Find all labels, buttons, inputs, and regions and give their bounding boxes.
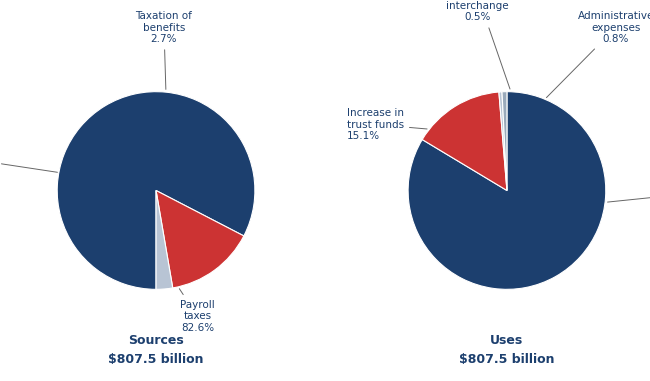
Text: Administrative
expenses
0.8%: Administrative expenses 0.8%: [547, 11, 650, 98]
Wedge shape: [156, 190, 173, 289]
Wedge shape: [422, 92, 507, 190]
Text: Taxation of
benefits
2.7%: Taxation of benefits 2.7%: [135, 11, 192, 90]
Text: $807.5 billion: $807.5 billion: [459, 354, 554, 367]
Text: Sources: Sources: [128, 334, 184, 347]
Wedge shape: [57, 92, 255, 289]
Wedge shape: [502, 92, 507, 190]
Text: Uses: Uses: [490, 334, 523, 347]
Text: Payroll
taxes
82.6%: Payroll taxes 82.6%: [179, 289, 215, 333]
Text: Benefit
payments
83.7%: Benefit payments 83.7%: [608, 177, 650, 210]
Wedge shape: [408, 92, 606, 289]
Text: Increase in
trust funds
15.1%: Increase in trust funds 15.1%: [347, 108, 427, 141]
Text: Railroad
Retirement
financial
interchange
0.5%: Railroad Retirement financial interchang…: [446, 0, 510, 89]
Wedge shape: [499, 92, 507, 190]
Wedge shape: [156, 190, 244, 288]
Text: Interest
14.7%: Interest 14.7%: [0, 149, 57, 172]
Text: $807.5 billion: $807.5 billion: [109, 354, 204, 367]
